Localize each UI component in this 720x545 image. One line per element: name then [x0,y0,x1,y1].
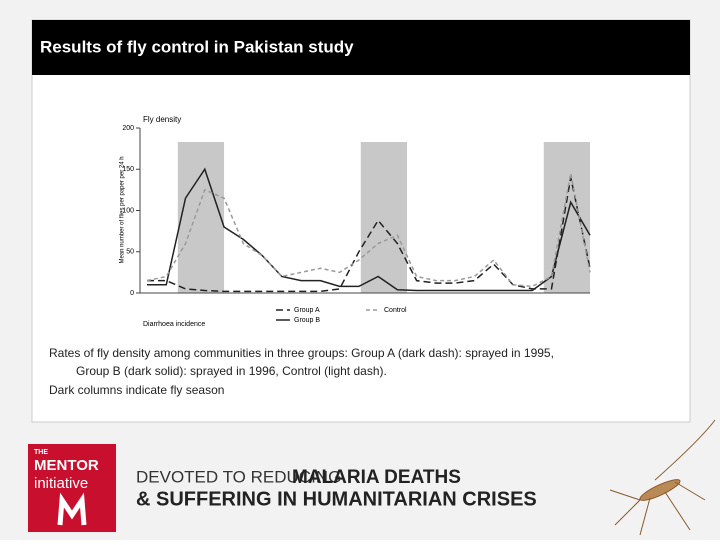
caption-line: Dark columns indicate fly season [49,383,224,397]
caption-line: Group B (dark solid): sprayed in 1996, C… [76,364,387,378]
y-tick-label: 50 [126,249,134,256]
series-line [146,173,591,288]
y-axis-label: Mean number of flies per paper per 24 h [120,156,126,263]
tagline: DEVOTED TO REDUCING [136,467,341,486]
mosquito [609,419,716,536]
legend-label: Group B [294,317,320,324]
y-tick-label: 0 [130,290,134,297]
series-line [147,167,591,292]
tagline: MALARIA DEATHS [292,467,461,488]
y-tick-label: 100 [122,207,134,214]
logo-text: THE [34,449,48,456]
fly-season-band [360,142,408,293]
caption-line: Rates of fly density among communities i… [49,346,554,360]
series-line [147,177,591,293]
fly-season-band [177,142,225,293]
y-tick-label: 150 [122,166,134,173]
slide-title: Results of fly control in Pakistan study [40,37,354,56]
logo-text: initiative [34,475,88,492]
header-bar [32,20,690,75]
legend-label: Group A [294,307,320,314]
logo-mark [57,492,87,526]
logo-text: MENTOR [34,457,99,474]
legend-label: Control [384,307,407,314]
y-tick-label: 200 [122,125,134,132]
chart-title: Fly density [143,115,181,124]
footnote: Diarrhoea incidence [143,321,205,328]
tagline: & SUFFERING IN HUMANITARIAN CRISES [136,488,537,510]
